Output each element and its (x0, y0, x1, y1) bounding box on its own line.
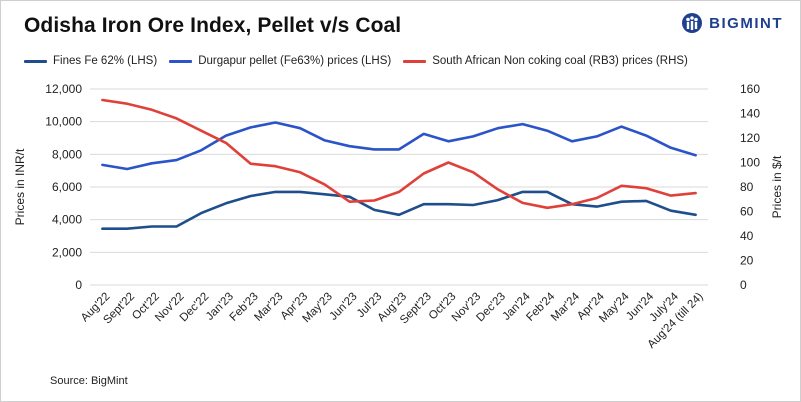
y-tick-left-2: 4,000 (52, 213, 82, 227)
y-tick-right-5: 100 (740, 156, 760, 170)
x-tick-7: Mar'23 (252, 291, 285, 324)
y-tick-left-3: 6,000 (52, 180, 82, 194)
legend-item-coal: South African Non coking coal (RB3) pric… (403, 55, 688, 67)
y-tick-right-1: 20 (740, 254, 754, 268)
legend-swatch-fines (24, 59, 47, 63)
y-tick-right-2: 40 (740, 229, 754, 243)
y-tick-left-5: 10,000 (45, 115, 82, 129)
x-tick-10: Jun'23 (327, 291, 359, 323)
y-tick-right-6: 120 (740, 131, 760, 145)
y-tick-right-3: 60 (740, 205, 754, 219)
legend-swatch-pellet (169, 59, 193, 63)
series-line-0 (101, 190, 697, 230)
chart-title: Odisha Iron Ore Index, Pellet v/s Coal (24, 14, 402, 37)
source-note: Source: BigMint (50, 375, 128, 387)
legend-item-fines: Fines Fe 62% (LHS) (24, 55, 157, 67)
x-tick-19: Mar'24 (549, 290, 583, 324)
chart-legend: Fines Fe 62% (LHS) Durgapur pellet (Fe63… (24, 55, 700, 67)
y-tick-right-8: 160 (740, 82, 760, 96)
legend-label-pellet: Durgapur pellet (Fe63%) prices (LHS) (198, 55, 392, 67)
bigmint-logo-icon (682, 13, 703, 33)
series-line-1 (101, 121, 697, 171)
series-line-2 (101, 98, 697, 210)
y-tick-left-4: 8,000 (52, 147, 82, 161)
y-tick-right-4: 80 (740, 180, 754, 194)
y-axis-title-left: Prices in INR/t (13, 148, 27, 225)
legend-item-pellet: Durgapur pellet (Fe63%) prices (LHS) (169, 55, 391, 67)
legend-swatch-coal (403, 59, 427, 63)
y-tick-left-6: 12,000 (45, 82, 82, 96)
brand-logo: BIGMINT (681, 11, 783, 35)
y-tick-right-0: 0 (740, 278, 747, 292)
legend-label-fines: Fines Fe 62% (LHS) (53, 55, 158, 67)
y-tick-left-1: 2,000 (52, 245, 82, 259)
brand-name: BIGMINT (709, 14, 783, 32)
y-tick-right-7: 140 (740, 107, 760, 121)
y-axis-title-right: Prices in $/t (770, 155, 784, 218)
legend-label-coal: South African Non coking coal (RB3) pric… (432, 55, 688, 67)
y-tick-left-0: 0 (75, 278, 82, 292)
